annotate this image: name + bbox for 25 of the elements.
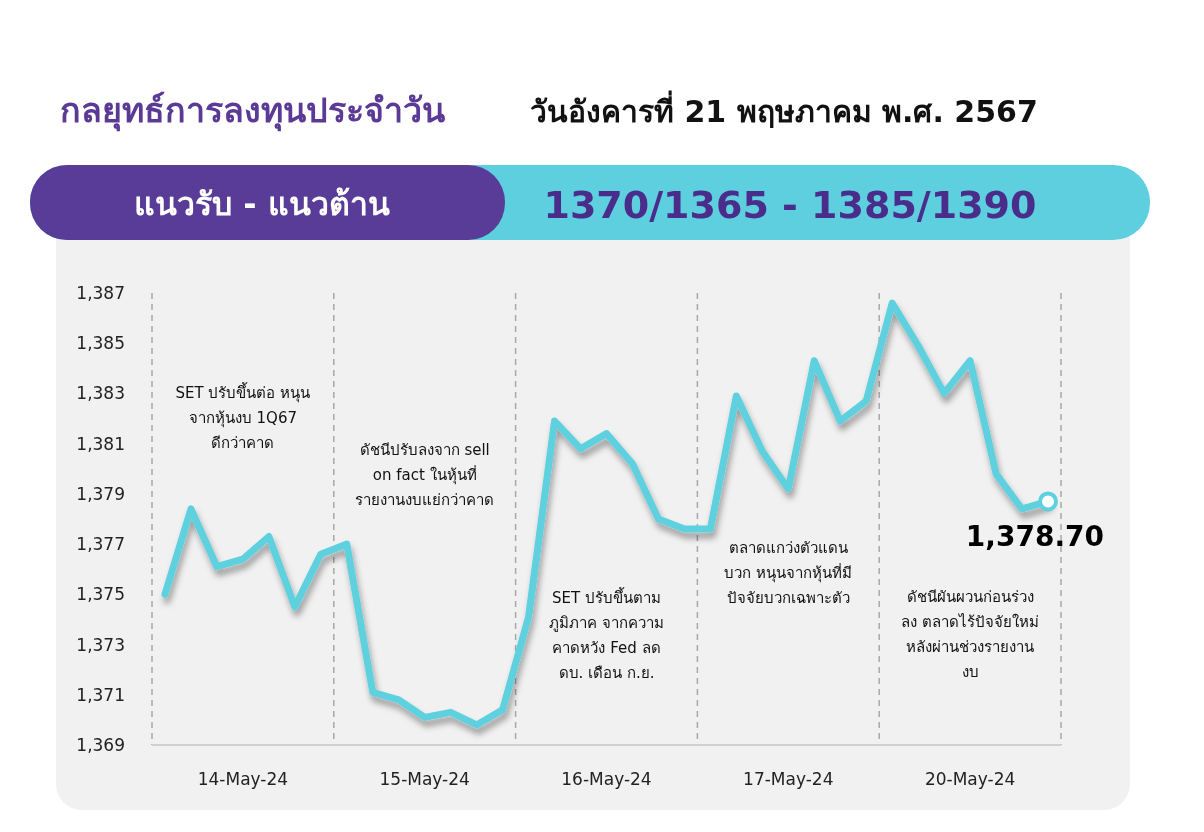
annotation: ดัชนีผันผวนก่อนร่วง ลง ตลาดไร้ปัจจัยใหม่ หลังผ่านช่วงรายงาน งบ [901, 588, 1039, 681]
y-tick-label: 1,383 [76, 383, 125, 404]
annotation: ตลาดแกว่งตัวแดน บวก หนุนจากหุ้นที่มี ปัจจัยบวกเฉพาะตัว [724, 539, 853, 607]
x-tick-label: 20-May-24 [924, 769, 1016, 789]
annotation: SET ปรับขึ้นตาม ภูมิภาค จากความ คาดหวัง Fed ลด ดบ. เดือน ก.ย. [549, 587, 664, 682]
text: แนวรับ - แนวต้าน [134, 185, 390, 223]
x-tick-label: 17-May-24 [743, 769, 834, 789]
x-tick-label: 16-May-24 [561, 769, 652, 789]
x-tick-label: 14-May-24 [197, 769, 289, 789]
y-tick-label: 1,385 [76, 333, 125, 354]
data-label: 1,378.70 [965, 520, 1105, 554]
y-tick-label: 1,377 [76, 534, 125, 555]
y-tick-label: 1,369 [76, 735, 125, 755]
y-tick-label: 1,375 [76, 584, 125, 605]
annotation: SET ปรับขึ้นต่อ หนุน จากหุ้นงบ 1Q67 ดีกว่าคาด [175, 382, 311, 452]
annotation: ดัชนีปรับลงจาก sell on fact ในหุ้นที่ รายงานงบแย่กว่าคาด [355, 441, 495, 509]
y-tick-label: 1,373 [76, 634, 125, 655]
y-tick-label: 1,379 [76, 483, 125, 504]
chart-title: กลยุทธ์การลงทุนประจำวัน [60, 90, 445, 132]
chart-subtitle: วันอังคารที่ 21 พฤษภาคม พ.ศ. 2567 [530, 90, 1038, 129]
y-tick-label: 1,371 [76, 684, 125, 705]
y-tick-label: 1,387 [76, 283, 125, 303]
x-tick-label: 15-May-24 [379, 769, 470, 789]
text: 1370/1365 - 1385/1390 [543, 183, 1037, 227]
y-tick-label: 1,381 [76, 433, 125, 454]
